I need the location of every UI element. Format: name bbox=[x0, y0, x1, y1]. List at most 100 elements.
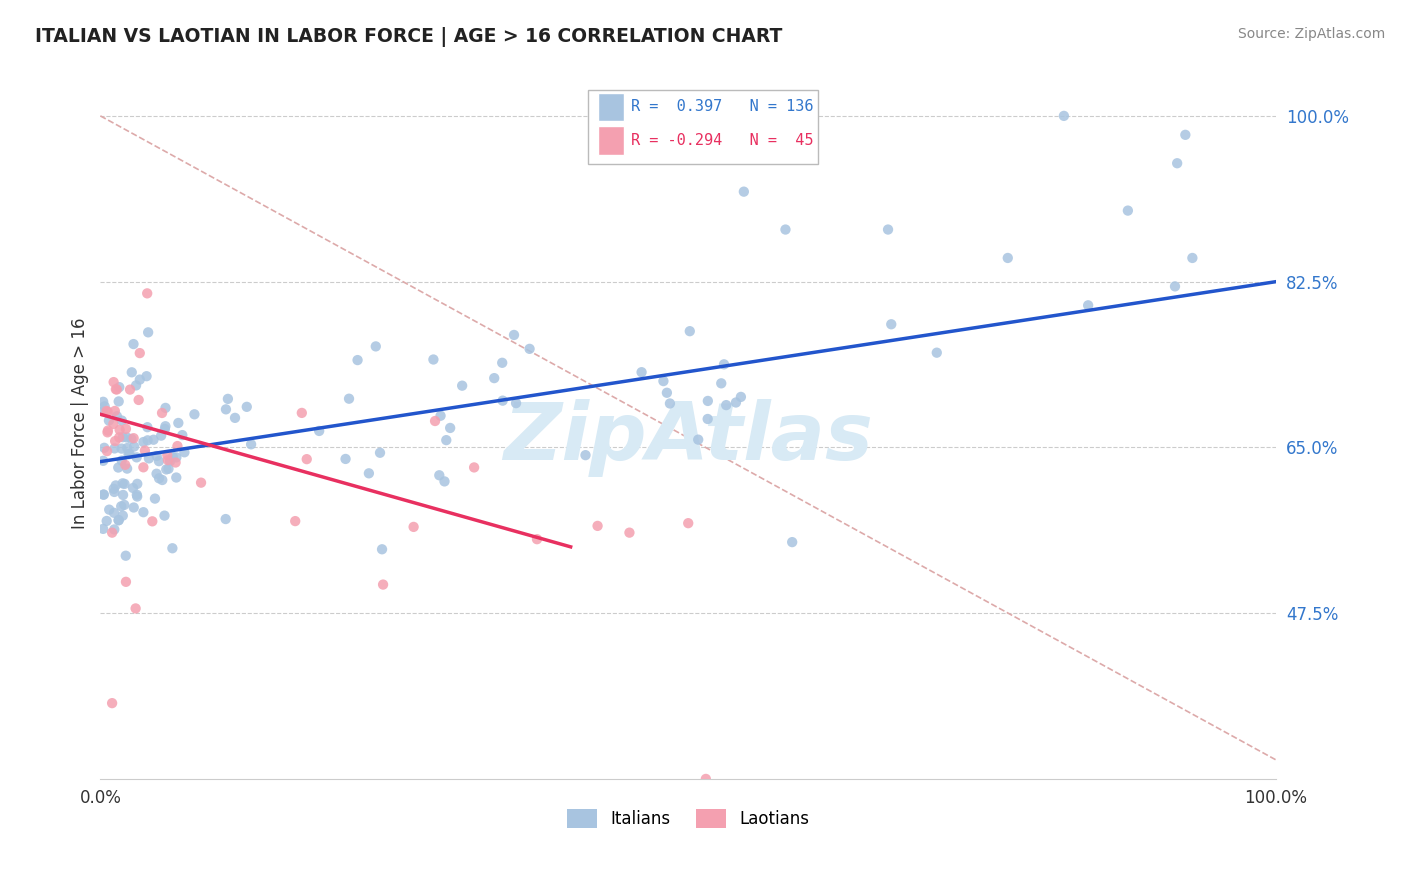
Point bbox=[150, 428, 173, 442]
Point bbox=[1116, 203, 1139, 218]
Point bbox=[1053, 109, 1076, 123]
Point bbox=[96, 404, 118, 418]
Point bbox=[136, 286, 159, 301]
Point bbox=[110, 500, 132, 514]
Point bbox=[652, 374, 675, 388]
Point bbox=[153, 422, 176, 436]
Point bbox=[145, 449, 167, 463]
Point bbox=[574, 448, 596, 462]
Point bbox=[115, 574, 138, 589]
Point bbox=[115, 430, 138, 444]
Point bbox=[159, 454, 181, 468]
Point bbox=[526, 532, 548, 546]
Point bbox=[357, 467, 380, 481]
Bar bbox=[598, 93, 623, 121]
Point bbox=[103, 442, 125, 456]
Point bbox=[688, 433, 710, 447]
Point bbox=[134, 443, 156, 458]
Point bbox=[1077, 298, 1099, 312]
Point bbox=[335, 452, 357, 467]
Point bbox=[122, 440, 145, 454]
Text: Source: ZipAtlas.com: Source: ZipAtlas.com bbox=[1237, 27, 1385, 41]
Point bbox=[880, 318, 903, 332]
Point bbox=[97, 424, 120, 438]
Point bbox=[111, 508, 134, 523]
Point bbox=[402, 520, 425, 534]
Point bbox=[696, 393, 718, 408]
Point bbox=[97, 413, 120, 427]
Point bbox=[215, 512, 238, 526]
Point bbox=[112, 498, 135, 512]
Point bbox=[173, 445, 195, 459]
Point bbox=[103, 523, 125, 537]
Point bbox=[145, 467, 167, 481]
Point bbox=[136, 326, 159, 340]
Point bbox=[658, 396, 681, 410]
Point bbox=[183, 407, 205, 421]
Point bbox=[125, 488, 148, 502]
Point bbox=[118, 447, 141, 461]
Bar bbox=[598, 127, 623, 154]
Point bbox=[122, 481, 145, 495]
Point bbox=[117, 447, 139, 461]
Point bbox=[104, 478, 127, 492]
Point bbox=[110, 442, 132, 456]
Point bbox=[775, 222, 797, 236]
Point bbox=[120, 432, 142, 446]
Point bbox=[138, 451, 160, 466]
Point bbox=[98, 502, 121, 516]
Point bbox=[91, 394, 114, 409]
Point bbox=[107, 513, 129, 527]
Point bbox=[165, 450, 187, 465]
Text: ITALIAN VS LAOTIAN IN LABOR FORCE | AGE > 16 CORRELATION CHART: ITALIAN VS LAOTIAN IN LABOR FORCE | AGE … bbox=[35, 27, 783, 46]
Point bbox=[122, 500, 145, 515]
Point bbox=[429, 409, 451, 423]
Point bbox=[308, 424, 330, 438]
Point bbox=[167, 416, 190, 430]
Point bbox=[434, 433, 457, 447]
Point bbox=[108, 423, 131, 437]
Point bbox=[103, 482, 125, 496]
Point bbox=[111, 413, 134, 427]
Point bbox=[655, 385, 678, 400]
Point bbox=[368, 446, 391, 460]
Point bbox=[153, 508, 176, 523]
Point bbox=[240, 437, 263, 451]
Point bbox=[730, 390, 752, 404]
Point bbox=[136, 434, 159, 448]
Text: R = -0.294   N =  45: R = -0.294 N = 45 bbox=[631, 133, 813, 148]
Point bbox=[114, 477, 136, 491]
Point bbox=[125, 450, 148, 465]
Point bbox=[97, 405, 120, 419]
Point bbox=[162, 541, 184, 556]
Point bbox=[155, 401, 177, 415]
Point bbox=[96, 425, 118, 440]
Point bbox=[148, 454, 170, 468]
Point bbox=[104, 404, 127, 418]
Point bbox=[619, 525, 641, 540]
Point bbox=[155, 462, 177, 476]
Point bbox=[150, 473, 173, 487]
Point bbox=[1164, 279, 1187, 293]
Point bbox=[676, 516, 699, 531]
Point bbox=[295, 452, 318, 467]
Point bbox=[155, 419, 177, 434]
Point bbox=[733, 185, 755, 199]
Point bbox=[371, 542, 394, 557]
Point bbox=[724, 395, 747, 409]
Point bbox=[371, 577, 394, 591]
Point bbox=[710, 376, 733, 391]
Point bbox=[132, 435, 155, 450]
Point bbox=[93, 441, 115, 455]
Point bbox=[132, 460, 155, 475]
Point bbox=[141, 514, 163, 528]
Point bbox=[112, 488, 135, 502]
Point bbox=[630, 365, 652, 379]
Point bbox=[427, 468, 450, 483]
Point bbox=[111, 430, 134, 444]
Point bbox=[122, 431, 145, 445]
Point bbox=[925, 345, 948, 359]
Point bbox=[115, 441, 138, 455]
Point bbox=[135, 369, 157, 384]
Point bbox=[104, 382, 127, 396]
